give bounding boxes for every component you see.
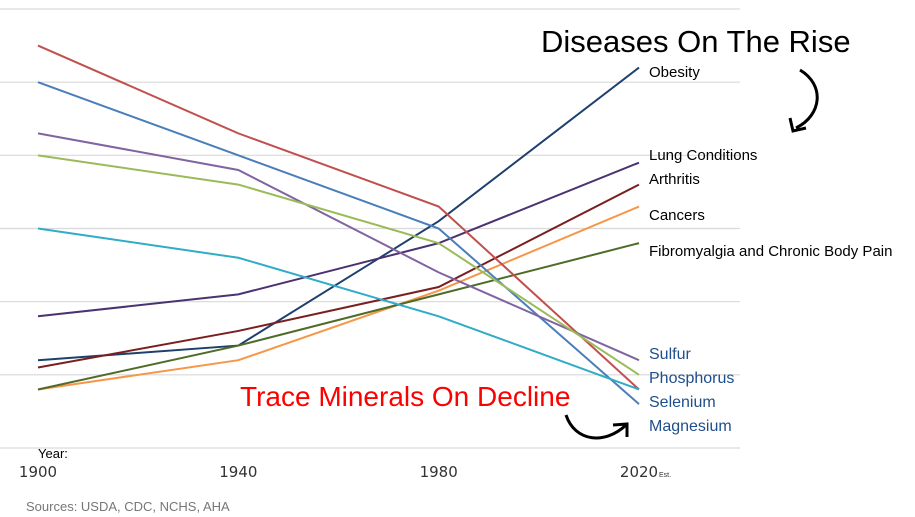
disease-labels: Obesity Lung Conditions Arthritis Cancers Fi… <box>649 64 892 260</box>
series-lines <box>37 44 640 405</box>
curved-arrow-down-icon <box>788 68 819 133</box>
series-label: Cancers <box>649 207 705 224</box>
x-tick-label: 1900 <box>19 463 57 481</box>
series-label: Arthritis <box>649 171 700 188</box>
series-line-0 <box>37 66 640 362</box>
series-line-5 <box>37 44 640 391</box>
series-label: Obesity <box>649 64 700 81</box>
series-line-4 <box>37 242 640 391</box>
x-axis-label: Year: <box>38 446 68 461</box>
mineral-label: Phosphorus <box>649 370 734 387</box>
series-label: Fibromyalgia and Chronic Body Pain <box>649 243 892 260</box>
mineral-label: Selenium <box>649 394 716 411</box>
mineral-labels: Sulfur Phosphorus Selenium Magnesium <box>649 346 734 435</box>
series-line-3 <box>37 205 640 391</box>
estimate-note: Est. <box>659 472 671 479</box>
series-line-1 <box>37 161 640 318</box>
x-tick-label: 1940 <box>219 463 257 481</box>
curved-arrow-right-icon <box>564 414 629 440</box>
mineral-label: Sulfur <box>649 346 691 363</box>
series-line-2 <box>37 183 640 369</box>
x-tick-label: 1980 <box>420 463 458 481</box>
series-line-8 <box>37 154 640 376</box>
mineral-label: Magnesium <box>649 418 732 435</box>
series-label: Lung Conditions <box>649 147 757 164</box>
rise-title: Diseases On The Rise <box>541 24 851 59</box>
x-axis-ticks: 1900 1940 1980 2020 <box>19 463 658 481</box>
x-tick-label: 2020 <box>620 463 658 481</box>
series-line-7 <box>37 132 640 362</box>
source-note: Sources: USDA, CDC, NCHS, AHA <box>26 499 230 514</box>
decline-title: Trace Minerals On Decline <box>240 381 570 412</box>
series-line-9 <box>37 227 640 391</box>
